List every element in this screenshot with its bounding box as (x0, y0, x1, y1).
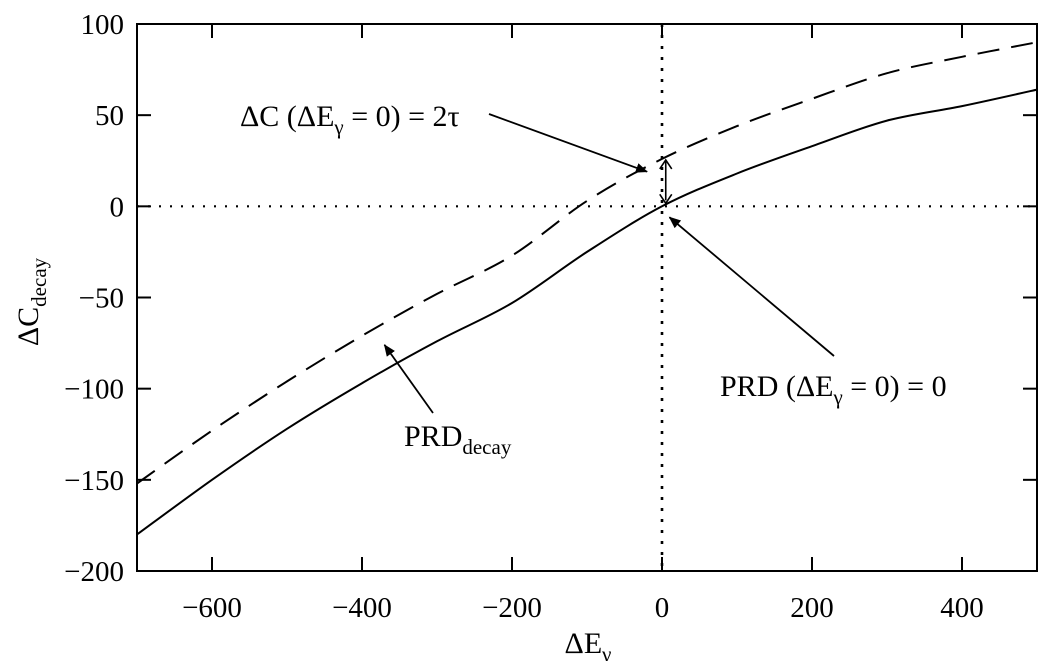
y-tick-label: −150 (64, 465, 124, 497)
y-tick-label: 0 (110, 191, 125, 223)
y-tick-label: −100 (64, 374, 124, 406)
annotation-delta-c: ΔC (ΔEγ = 0) = 2τ (240, 100, 460, 139)
x-axis-label-main: ΔE (565, 627, 603, 660)
y-axis-label-main: ΔC (12, 307, 45, 346)
y-axis-label: ΔCdecay (12, 257, 51, 346)
gap-bracket-top-chevron (659, 158, 673, 170)
x-tick-label: −200 (482, 592, 542, 624)
series-layer (136, 41, 1038, 536)
arrow-delta-c (488, 113, 648, 173)
reference-lines (137, 24, 1037, 571)
y-tick-label: 50 (95, 100, 124, 132)
x-tick-label: 200 (790, 592, 834, 624)
gap-bracket-bottom-chevron (659, 193, 673, 205)
annotation-prd-zero-sub: γ (832, 385, 842, 409)
arrow-prd-decay (383, 344, 434, 414)
annotation-prd-zero: PRD (ΔEγ = 0) = 0 (720, 370, 947, 409)
annotation-prd-decay-main: PRD (404, 420, 462, 453)
annotation-arrows (383, 113, 835, 414)
annotation-delta-c-main: ΔC (ΔE (240, 100, 334, 133)
axis-ticks (137, 23, 1037, 572)
x-tick-label: 0 (655, 592, 670, 624)
x-axis-label-sub: γ (601, 642, 611, 661)
annotation-prd-decay: PRDdecay (404, 420, 512, 459)
y-tick-label: 100 (81, 9, 125, 41)
annotation-prd-decay-sub: decay (462, 435, 511, 459)
x-tick-label: −400 (332, 592, 392, 624)
tick-labels: −600 −400 −200 0 200 400 −200 −150 −100 −50 0 50 100 (64, 9, 984, 624)
series-solid-line (136, 88, 1038, 536)
arrow-prd-zero (668, 216, 835, 357)
annotation-delta-c-rest: = 0) = 2τ (344, 100, 460, 133)
x-tick-label: 400 (940, 592, 984, 624)
series-dashed-line (136, 41, 1038, 485)
annotation-prd-zero-main: PRD (ΔE (720, 370, 833, 403)
y-tick-label: −200 (64, 556, 124, 588)
x-axis-label: ΔEγ (565, 627, 612, 661)
y-tick-label: −50 (79, 283, 124, 315)
annotation-delta-c-sub: γ (333, 115, 343, 139)
annotation-prd-zero-rest: = 0) = 0 (843, 370, 947, 403)
y-axis-label-sub: decay (27, 257, 51, 306)
x-tick-label: −600 (182, 592, 242, 624)
